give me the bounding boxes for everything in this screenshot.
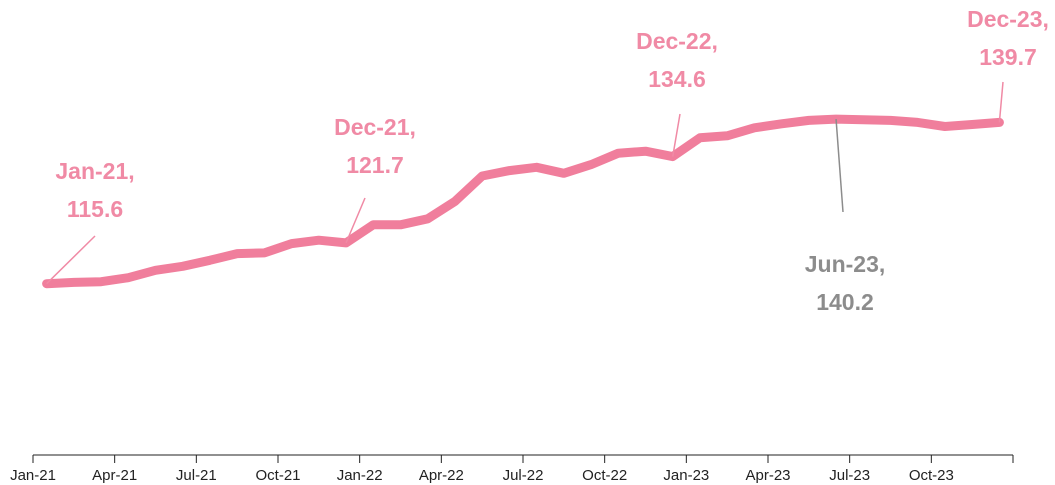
x-tick-label: Oct-21 (255, 467, 300, 484)
annotation-text: 115.6 (67, 196, 123, 222)
annotation-text: 121.7 (346, 152, 404, 178)
annotation-leader (835, 119, 844, 213)
annotation-text: Dec-23, (967, 6, 1049, 32)
x-tick-label: Jan-23 (663, 467, 709, 484)
x-tick-label: Apr-23 (745, 467, 790, 484)
x-tick-label: Oct-23 (909, 467, 954, 484)
annotation-text: Dec-22, (636, 28, 718, 54)
x-tick-label: Oct-22 (582, 467, 627, 484)
annotation-leader (671, 113, 681, 157)
x-tick-label: Jul-21 (176, 467, 217, 484)
x-tick-label: Jul-22 (503, 467, 544, 484)
annotation-text: Jan-21, (55, 158, 134, 184)
annotation-leader (345, 197, 366, 244)
annotation-text: Jun-23, (805, 251, 886, 277)
annotation-leader (46, 235, 96, 285)
x-tick-label: Jul-23 (829, 467, 870, 484)
x-tick-label: Jan-21 (10, 467, 56, 484)
annotation-text: 139.7 (979, 44, 1037, 70)
x-tick-label: Apr-21 (92, 467, 137, 484)
x-tick-label: Jan-22 (337, 467, 383, 484)
annotation-text: 134.6 (648, 66, 706, 92)
line-series (42, 114, 1004, 289)
annotation-text: Dec-21, (334, 114, 416, 140)
x-tick-label: Apr-22 (419, 467, 464, 484)
annotation-text: 140.2 (816, 289, 874, 315)
annotation-leader (998, 81, 1004, 123)
